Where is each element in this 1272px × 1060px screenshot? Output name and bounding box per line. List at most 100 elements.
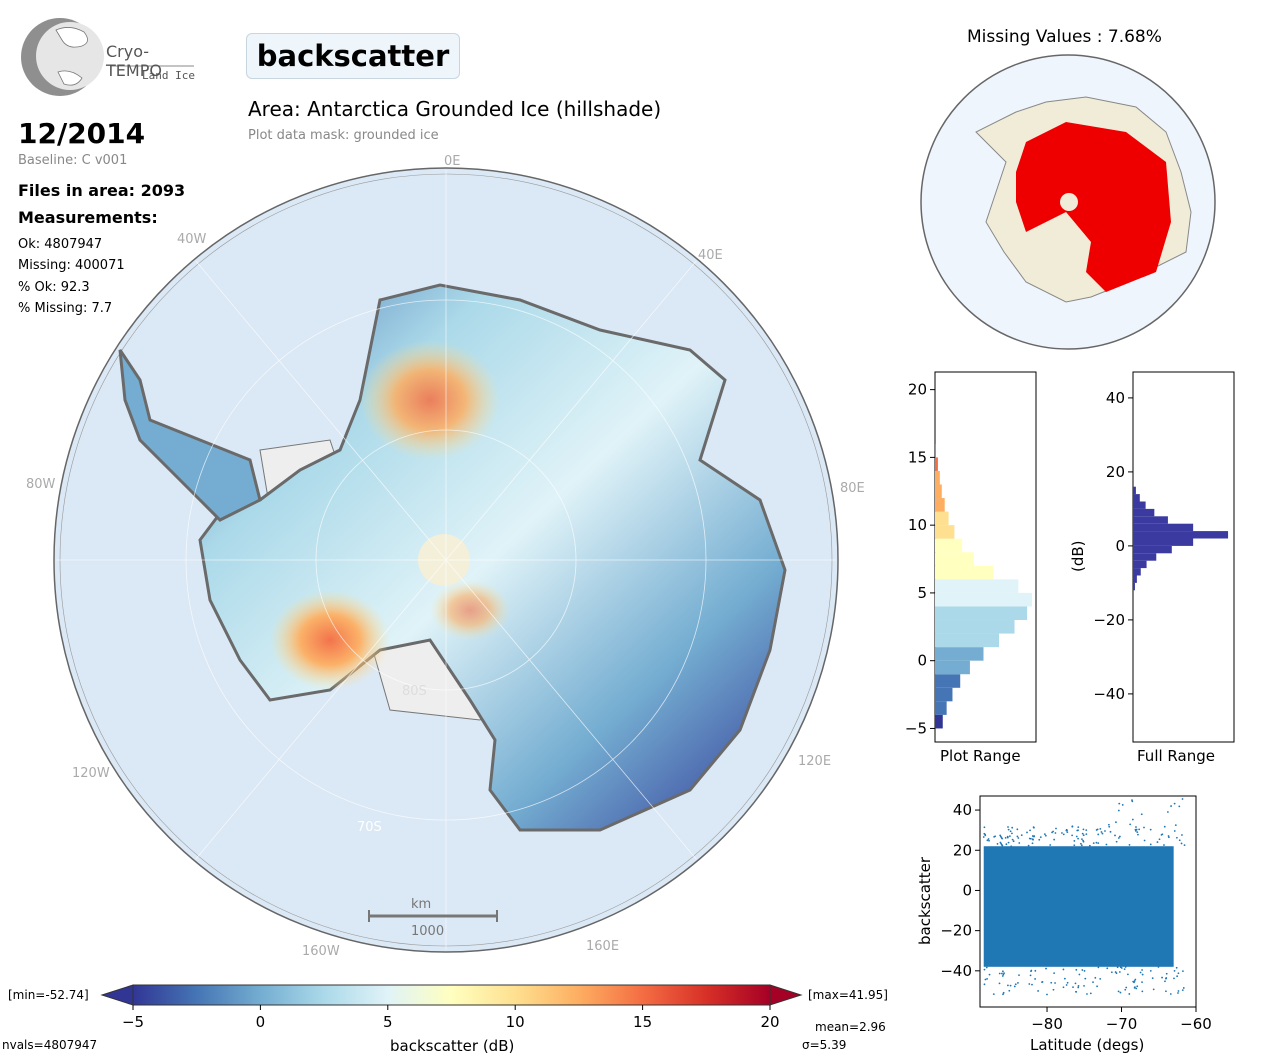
scatter-point (1149, 970, 1152, 972)
scatter-point (1033, 826, 1035, 829)
hist-full-range: 40 20 0 −20 −40 (dB) Full Range (1069, 371, 1235, 765)
scatter-point (1002, 991, 1005, 994)
scatter-point (1096, 985, 1098, 988)
scatter-point (1077, 837, 1079, 840)
scatter-point (1085, 833, 1088, 836)
scatter-point (1165, 972, 1168, 975)
scatter-point (1156, 841, 1159, 843)
scatter-point (1152, 988, 1155, 991)
scatter-point (987, 838, 990, 840)
scatter-point (1045, 967, 1047, 970)
scatter-ytick-label: 0 (962, 881, 972, 899)
scatter-point (984, 834, 987, 837)
scatter-point (1078, 973, 1081, 976)
scatter-point (1141, 990, 1144, 993)
scatter-point (1071, 834, 1074, 837)
scatter-point (1062, 968, 1065, 971)
scatter-point (1096, 828, 1099, 831)
scatter-point (1175, 966, 1178, 969)
hist-plot-range-ytick-label: −5 (905, 719, 927, 737)
scatter-point (1092, 981, 1094, 984)
parameter-title: backscatter (246, 33, 460, 79)
scatter-point (1013, 985, 1016, 988)
hist-plot-range-ytick-label: 5 (917, 584, 927, 602)
scatter-point (1182, 987, 1185, 989)
scatter-point (1095, 841, 1098, 844)
hist-full-range-bar (1133, 508, 1155, 517)
scatter-point (1092, 842, 1095, 845)
scatter-point (1009, 830, 1012, 833)
scatter-point (1117, 837, 1120, 839)
scatter-point (1183, 844, 1186, 847)
scatter-point (1081, 838, 1083, 840)
scatter-point (1097, 833, 1100, 836)
scatter-point (1123, 968, 1126, 971)
scatter-point (1074, 982, 1077, 985)
hist-plot-range-ytick-label: 0 (917, 652, 927, 670)
hist-full-range-bar (1133, 501, 1146, 509)
hist-plot-range-ytick-label: 15 (908, 448, 927, 466)
scatter-point (1143, 826, 1145, 829)
scatter-point (1099, 828, 1102, 830)
hist-full-range-bar (1133, 582, 1135, 591)
scatter-point (1133, 980, 1136, 982)
scatter-point (1046, 993, 1048, 996)
colorbar-tick-label: 0 (256, 1013, 266, 1031)
scatter-point (1165, 977, 1168, 979)
scatter-point (1109, 830, 1112, 833)
scatter-point (1051, 831, 1053, 834)
hist-full-range-bar (1133, 538, 1194, 546)
scatter-point (1037, 990, 1039, 992)
mean-label: mean=2.96 (815, 1020, 886, 1034)
missing-map-data (1016, 122, 1171, 292)
colorbar-tick-label: 15 (633, 1013, 652, 1031)
area-title: Area: Antarctica Grounded Ice (hillshade… (248, 97, 662, 121)
missing-map-title: Missing Values : 7.68% (967, 27, 1162, 47)
lon-label-160W: 160W (302, 944, 340, 959)
scatter-point (996, 843, 999, 845)
scatter-point (1124, 988, 1127, 991)
scatter-point (1128, 843, 1131, 846)
missing-count: Missing: 400071 (18, 258, 125, 273)
colorbar-tick-label: 5 (383, 1013, 393, 1031)
scatter-point (1118, 971, 1121, 973)
scatter-point (1052, 988, 1055, 991)
scatter-point (1063, 977, 1066, 980)
colorbar-label: backscatter (dB) (390, 1037, 514, 1055)
scale-value: 1000 (411, 924, 444, 939)
scatter-point (1061, 832, 1063, 834)
scatter-point (1029, 974, 1032, 977)
scatter-point (1175, 836, 1178, 839)
scatter-point (1151, 977, 1154, 980)
scatter-point (1007, 841, 1010, 844)
scatter-point (1030, 837, 1032, 840)
scatter-point (983, 968, 986, 971)
scatter-point (1177, 972, 1180, 975)
scatter-point (1116, 966, 1119, 969)
scatter-point (1041, 981, 1043, 984)
hist-full-range-bar (1133, 568, 1141, 576)
scatter-ylabel: backscatter (916, 856, 934, 945)
colorbar-tick-label: −5 (122, 1013, 144, 1031)
lon-label-80E: 80E (840, 481, 865, 496)
scatter-point (1106, 967, 1109, 970)
scatter-point (1001, 844, 1004, 847)
scatter-point (1077, 826, 1080, 829)
scatter-point (1124, 966, 1127, 968)
scatter-point (1131, 818, 1134, 821)
scatter-point (1134, 978, 1137, 981)
scatter-point (1121, 804, 1124, 806)
hist-full-range-bar (1133, 531, 1229, 539)
scatter-point (1031, 842, 1034, 845)
pct-missing: % Missing: 7.7 (18, 301, 113, 316)
scatter-point (1118, 835, 1121, 838)
scatter-point (1180, 842, 1183, 845)
scatter-point (1081, 832, 1084, 835)
scatter-point (1018, 974, 1020, 977)
scatter-point (1101, 832, 1104, 835)
scatter-point (1182, 970, 1184, 973)
scale-unit: km (411, 897, 431, 912)
scatter-point (1008, 835, 1011, 837)
colorbar-min-arrow (100, 984, 134, 1006)
scatter-point (1138, 828, 1141, 831)
